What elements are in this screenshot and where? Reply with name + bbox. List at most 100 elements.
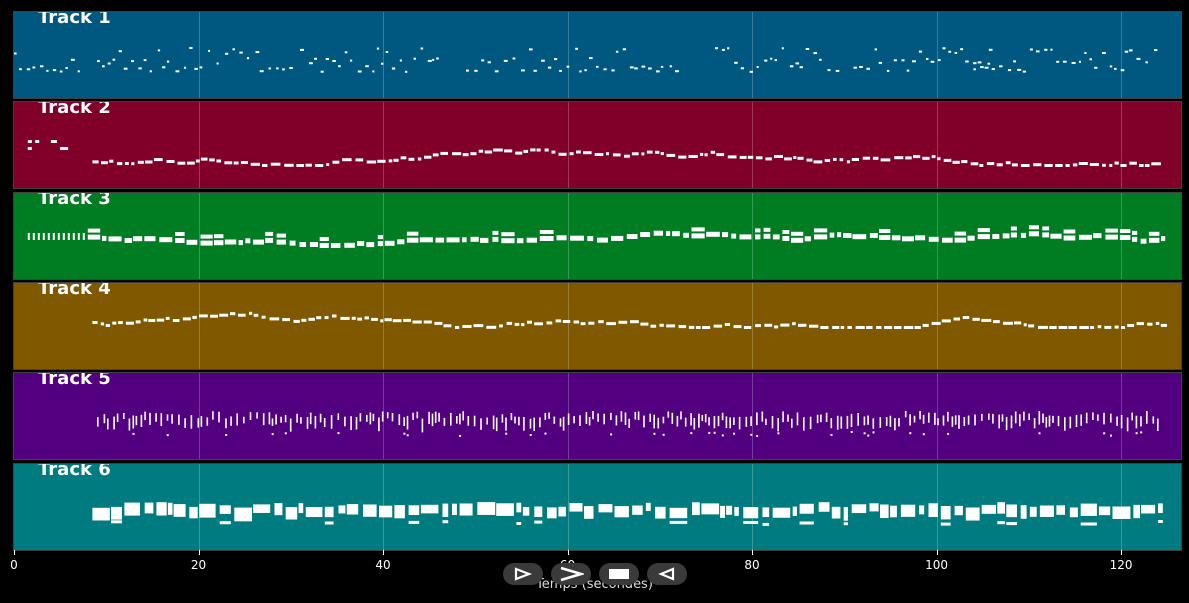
track-2-lane[interactable]: Track 2: [13, 101, 1182, 189]
note: [734, 61, 738, 64]
note: [567, 413, 570, 425]
track-4-lane[interactable]: Track 4: [13, 282, 1182, 370]
note: [391, 67, 396, 70]
note: [522, 507, 530, 516]
tick-mark: [752, 550, 754, 555]
note: [611, 69, 615, 72]
note: [166, 434, 169, 437]
note: [669, 507, 688, 519]
note: [764, 59, 768, 62]
track-1-lane[interactable]: Track 1: [13, 11, 1182, 99]
note: [381, 411, 384, 422]
note: [656, 70, 660, 73]
note: [1023, 411, 1025, 421]
track-6-lane[interactable]: Track 6: [13, 463, 1182, 551]
grid-line: [936, 193, 938, 279]
note: [224, 161, 233, 165]
note: [280, 416, 282, 423]
note: [230, 312, 236, 316]
note: [262, 413, 265, 426]
note: [906, 69, 910, 72]
note: [351, 316, 356, 320]
note: [1057, 415, 1060, 427]
note: [1058, 326, 1068, 329]
note: [1069, 507, 1078, 518]
note: [1005, 416, 1008, 431]
note: [473, 415, 476, 427]
note: [594, 153, 604, 156]
note: [1109, 164, 1113, 167]
note: [299, 242, 306, 247]
note: [265, 231, 274, 236]
note: [37, 233, 40, 240]
note: [1092, 412, 1094, 420]
note: [984, 66, 989, 69]
track-5-label: Track 5: [38, 373, 111, 389]
note: [791, 237, 804, 243]
play-button[interactable]: [503, 563, 543, 585]
note: [175, 238, 185, 243]
note: [52, 233, 55, 240]
note: [539, 230, 554, 234]
track-3-lane[interactable]: Track 3: [13, 192, 1182, 280]
forward-button[interactable]: [551, 563, 591, 585]
note: [249, 311, 253, 315]
note: [770, 57, 773, 60]
note: [792, 322, 796, 326]
note: [1045, 417, 1048, 428]
note: [708, 417, 710, 426]
time-axis: 0 20 40 60 80 100 120: [10, 550, 1181, 590]
note: [570, 235, 584, 241]
note: [1157, 418, 1159, 431]
track-5-lane[interactable]: Track 5: [13, 372, 1182, 460]
note: [954, 52, 958, 54]
note: [1140, 238, 1147, 244]
note: [246, 57, 250, 60]
note: [455, 326, 460, 329]
note: [442, 520, 449, 524]
note: [886, 69, 890, 72]
note: [813, 52, 818, 55]
note: [443, 324, 452, 328]
note: [219, 521, 231, 525]
note: [1105, 228, 1118, 233]
note: [660, 65, 664, 68]
note: [284, 163, 294, 167]
note: [981, 318, 992, 322]
note: [580, 322, 586, 326]
note: [533, 417, 535, 432]
note: [282, 318, 290, 322]
note: [629, 66, 634, 69]
note: [1003, 321, 1013, 325]
note: [243, 416, 245, 424]
note: [630, 320, 639, 324]
note: [118, 321, 123, 325]
note: [733, 432, 736, 435]
note: [977, 228, 990, 233]
note: [820, 414, 822, 423]
note: [503, 59, 508, 62]
note: [676, 415, 679, 427]
note: [843, 522, 848, 526]
note: [558, 506, 566, 517]
note: [1010, 226, 1017, 231]
forward-chevron-icon: [560, 566, 584, 582]
note: [914, 326, 921, 329]
note: [637, 411, 640, 421]
note: [515, 151, 523, 155]
note: [1006, 504, 1017, 518]
grid-line: [198, 12, 200, 98]
note: [559, 69, 562, 72]
back-button[interactable]: [647, 563, 687, 585]
note: [963, 417, 966, 427]
track-3-label: Track 3: [38, 193, 111, 209]
note: [526, 237, 537, 243]
note: [839, 158, 844, 162]
note: [634, 411, 637, 420]
note: [999, 65, 1003, 68]
note: [434, 411, 437, 424]
note: [428, 411, 430, 425]
note: [1120, 415, 1123, 429]
stop-button[interactable]: [599, 563, 639, 585]
note: [678, 155, 687, 159]
